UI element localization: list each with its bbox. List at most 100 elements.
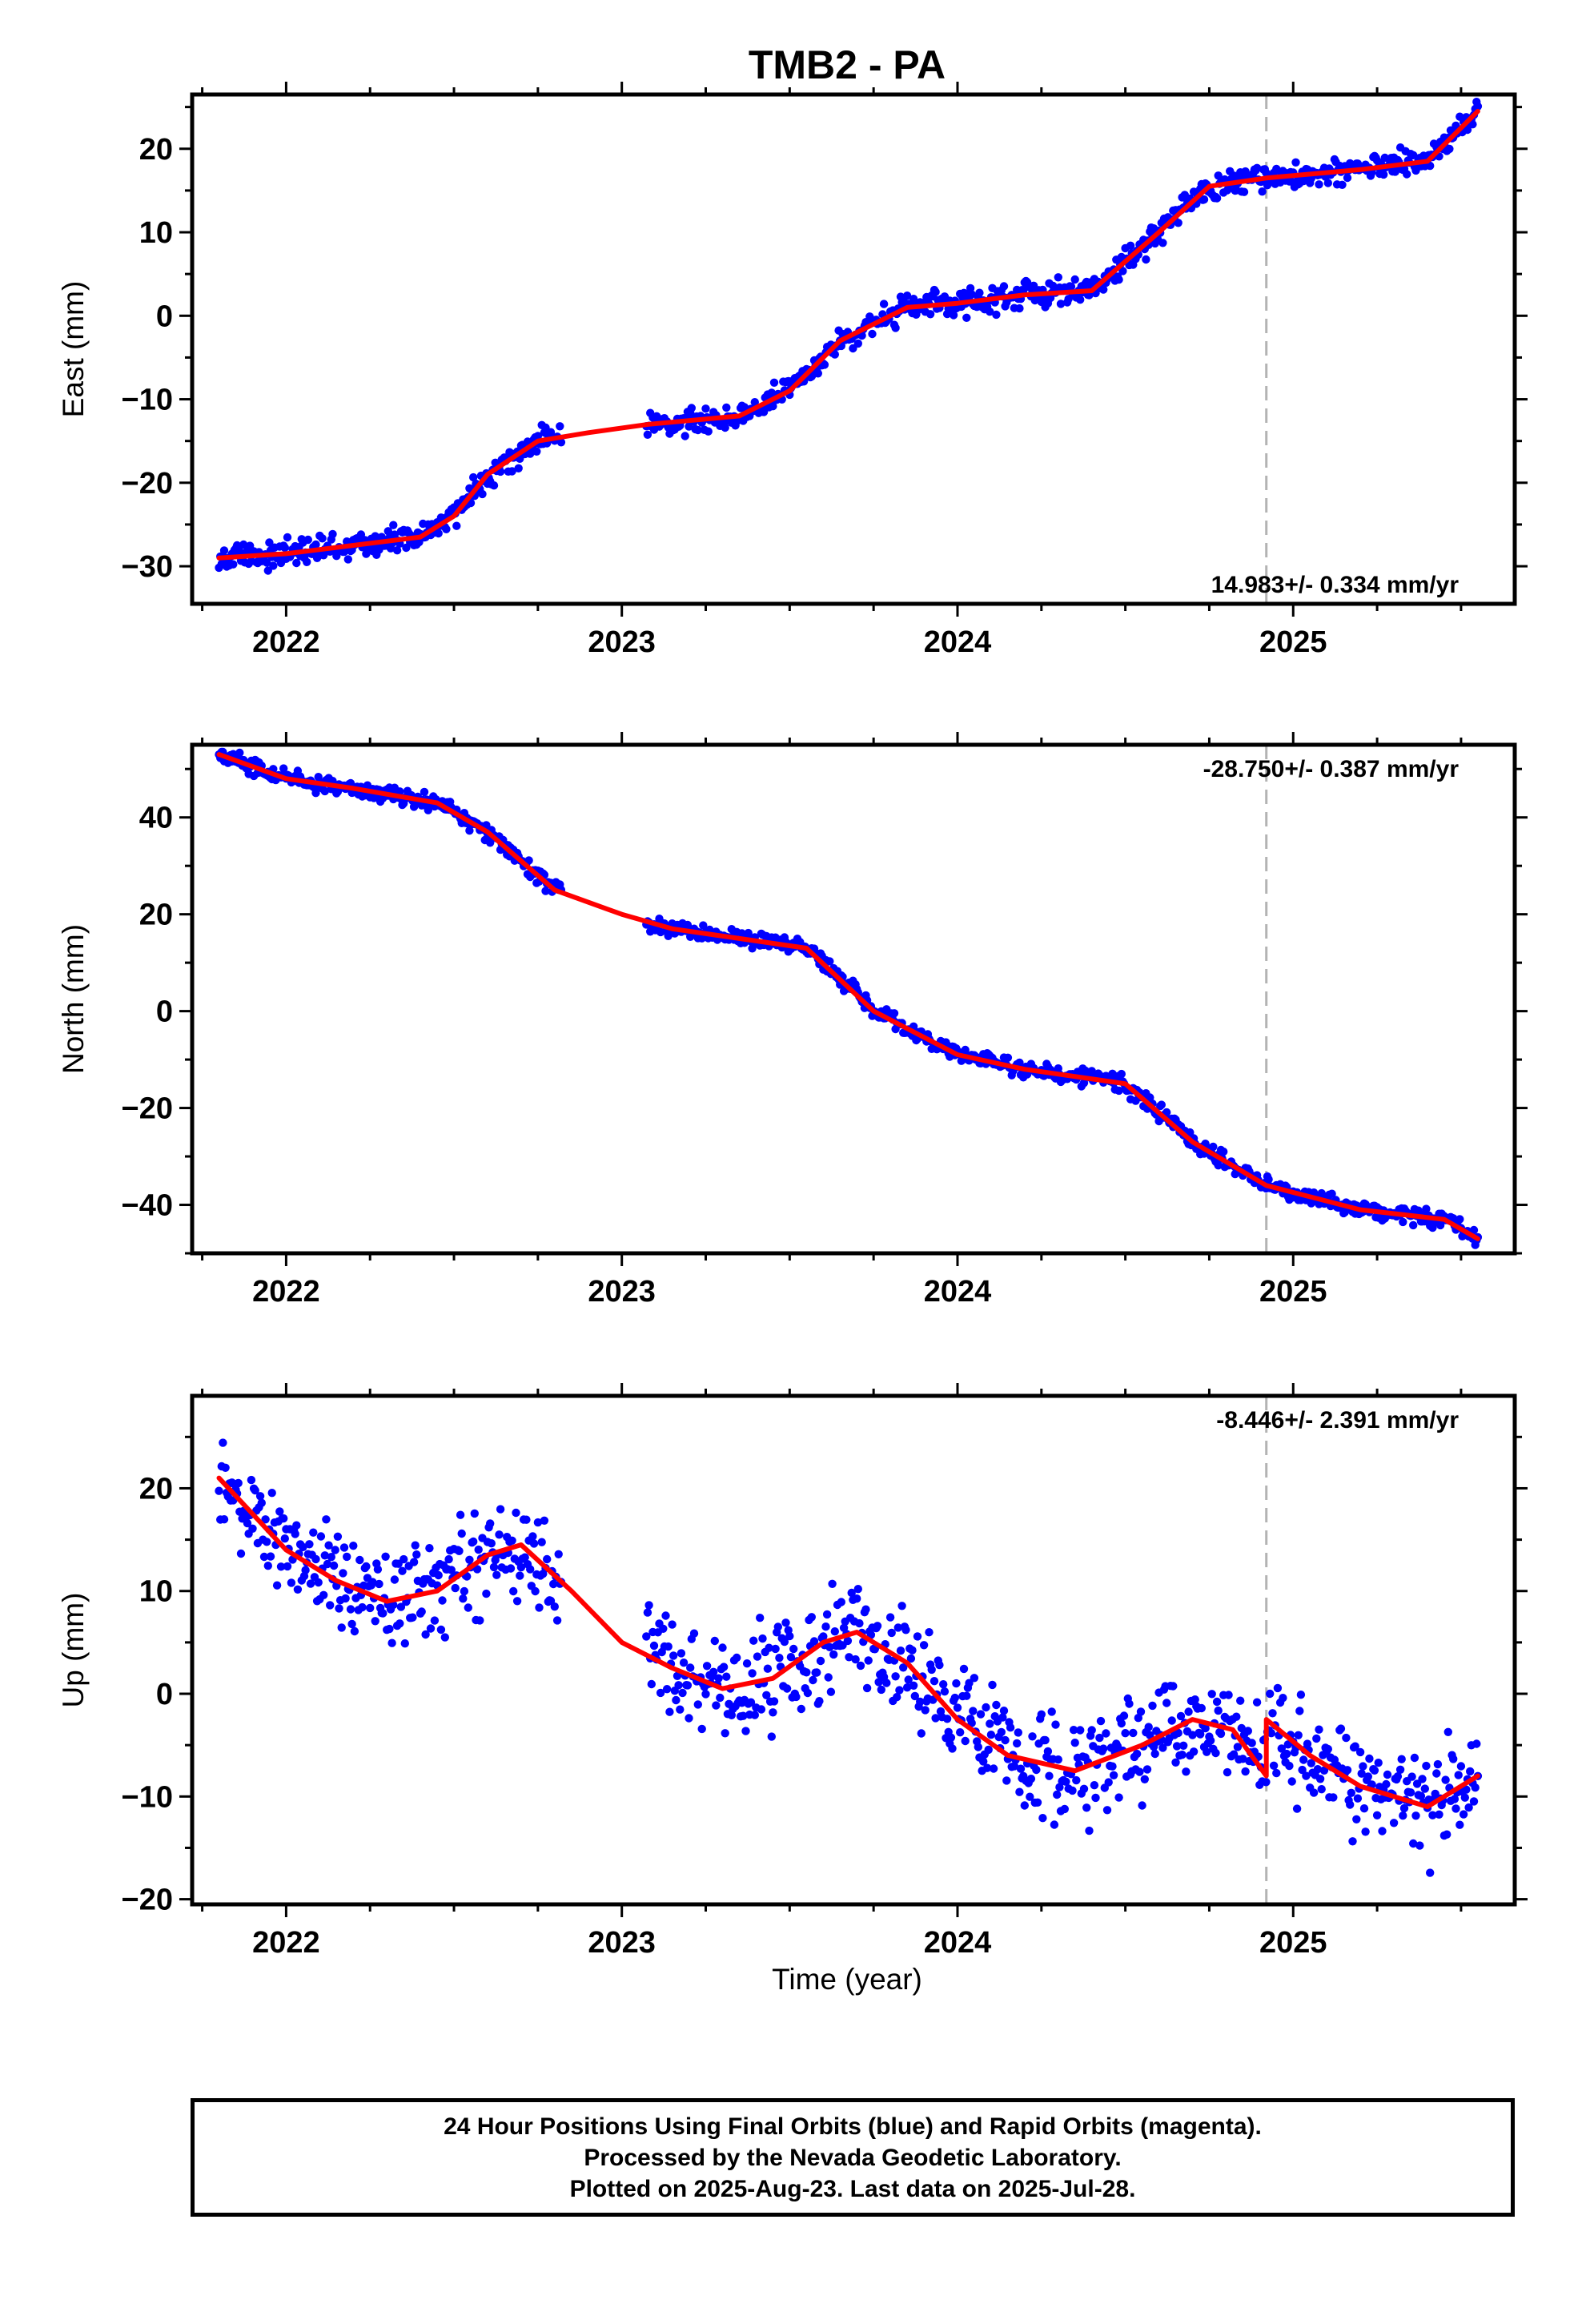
data-point — [1136, 1707, 1146, 1716]
data-point — [1196, 1730, 1205, 1739]
data-point — [1032, 1765, 1041, 1775]
data-point — [940, 1687, 950, 1696]
data-point — [1223, 1767, 1232, 1777]
data-point — [1233, 1743, 1243, 1751]
data-point — [1433, 1759, 1443, 1769]
data-point — [474, 1545, 483, 1554]
data-point — [837, 1598, 846, 1606]
data-point — [864, 1656, 873, 1665]
data-point — [826, 1687, 836, 1696]
data-point — [1323, 179, 1333, 187]
data-point — [1459, 1810, 1468, 1819]
data-point — [942, 1715, 952, 1723]
data-point — [1070, 1739, 1079, 1747]
data-point — [749, 1636, 758, 1645]
data-point — [953, 1703, 962, 1712]
data-point — [926, 310, 935, 319]
data-point — [1134, 1714, 1143, 1723]
data-point — [889, 1009, 899, 1018]
data-point — [668, 1620, 677, 1629]
fit-curve — [216, 108, 1480, 561]
data-point — [287, 1578, 296, 1587]
data-point — [1287, 1777, 1296, 1786]
data-point — [408, 1613, 417, 1622]
data-point — [247, 1475, 256, 1485]
caption-box: 24 Hour Positions Using Final Orbits (bl… — [191, 2098, 1515, 2217]
data-point — [681, 432, 689, 440]
data-point — [396, 787, 404, 796]
data-point — [314, 1578, 323, 1587]
data-point — [986, 308, 994, 316]
data-point — [721, 423, 729, 432]
data-point — [1456, 1762, 1466, 1771]
data-point — [489, 481, 499, 490]
data-point — [1047, 1707, 1056, 1716]
data-point — [531, 1586, 540, 1596]
data-point — [1370, 1766, 1379, 1775]
data-point — [701, 1690, 710, 1699]
panel-east: 2022 2023 2024 2025 −30 −20 −10 0 10 20 East (mm) 1… — [57, 82, 1528, 659]
data-point — [1201, 1723, 1210, 1733]
data-point — [1188, 1731, 1197, 1739]
data-point — [400, 1639, 409, 1648]
data-point — [647, 1679, 656, 1689]
data-point — [1315, 1725, 1323, 1734]
data-point — [750, 1711, 759, 1719]
data-point — [263, 566, 272, 575]
data-point — [235, 547, 244, 556]
data-point — [1363, 1772, 1373, 1781]
data-point — [689, 1629, 699, 1638]
data-point — [508, 467, 516, 476]
data-point — [822, 1610, 832, 1619]
data-point — [896, 1647, 905, 1655]
data-point — [469, 1537, 478, 1546]
data-point — [292, 1521, 301, 1530]
data-point — [390, 530, 400, 539]
data-point — [672, 1695, 681, 1705]
data-point — [1418, 1775, 1427, 1783]
data-point — [272, 1581, 282, 1590]
data-point — [782, 1684, 792, 1693]
data-point — [982, 1763, 992, 1772]
data-point — [1317, 1785, 1326, 1794]
data-point — [540, 1516, 549, 1526]
data-point — [1076, 296, 1085, 304]
data-point — [1148, 1701, 1157, 1711]
data-point — [1069, 1726, 1078, 1735]
data-point — [478, 489, 487, 499]
data-point — [1045, 1771, 1054, 1780]
data-point — [341, 1594, 350, 1603]
data-point — [1158, 1743, 1167, 1752]
data-point — [1357, 1769, 1366, 1778]
data-point — [456, 1510, 465, 1519]
data-point — [520, 1553, 529, 1562]
data-point — [847, 1588, 856, 1598]
panel-frame — [190, 1393, 1517, 1907]
data-point — [999, 282, 1009, 291]
data-point — [457, 1529, 466, 1538]
data-point — [381, 1552, 390, 1562]
data-point — [459, 1594, 468, 1603]
data-point — [828, 1579, 837, 1589]
x-tick-label: 2025 — [1259, 1275, 1327, 1309]
data-point — [825, 957, 834, 966]
data-point — [642, 1632, 651, 1641]
data-point — [248, 1524, 257, 1534]
data-point — [851, 1655, 860, 1664]
data-point — [311, 1554, 320, 1564]
data-point — [1247, 1739, 1256, 1747]
data-point — [347, 1619, 356, 1629]
data-point — [389, 521, 398, 529]
data-point — [1258, 187, 1267, 196]
data-point — [893, 1623, 903, 1632]
data-point — [1466, 1767, 1475, 1776]
data-point — [496, 1505, 505, 1514]
data-point — [727, 1711, 736, 1719]
data-point — [1171, 1758, 1180, 1767]
data-point — [1014, 1728, 1023, 1737]
data-point — [643, 430, 652, 439]
data-point — [786, 1653, 796, 1662]
data-point — [311, 789, 320, 798]
data-point — [661, 1611, 670, 1620]
